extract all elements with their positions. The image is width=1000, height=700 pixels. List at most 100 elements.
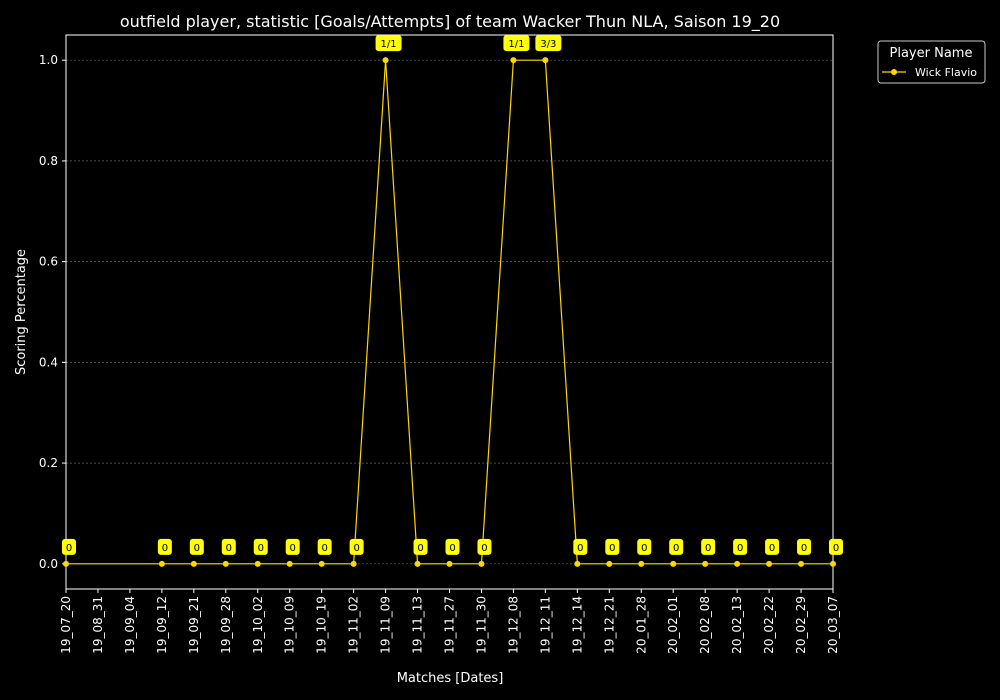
series-layer <box>63 57 836 567</box>
data-label-box <box>349 538 364 555</box>
data-point <box>254 560 261 567</box>
x-tick-label: 19_11_02 <box>347 596 361 654</box>
y-axis: 0.0 0.2 0.4 0.6 0.8 1.0 <box>39 53 66 571</box>
data-point <box>222 560 229 567</box>
data-point <box>446 560 453 567</box>
data-label-text: 0 <box>737 543 743 554</box>
data-label-box <box>535 35 562 52</box>
legend: Player Name Wick Flavio <box>877 40 986 84</box>
data-label: 0 <box>413 538 428 555</box>
y-tick-label: 0.0 <box>39 557 58 571</box>
data-point <box>766 560 773 567</box>
x-tick-label: 19_11_30 <box>474 596 488 654</box>
data-label-text: 0 <box>417 543 423 554</box>
data-point <box>542 57 549 64</box>
x-tick-label: 20_02_08 <box>698 596 712 654</box>
data-label-box <box>62 538 76 555</box>
data-label-box <box>765 538 780 555</box>
data-point <box>382 57 389 64</box>
data-label: 1/1 <box>375 35 402 52</box>
x-tick-label: 20_02_13 <box>730 596 744 654</box>
data-label: 0 <box>765 538 780 555</box>
x-tick-label: 19_09_28 <box>219 596 233 654</box>
data-label-box <box>221 538 236 555</box>
x-tick-label: 19_10_09 <box>283 596 297 654</box>
data-label-text: 0 <box>481 543 487 554</box>
data-label: 1/1 <box>503 35 530 52</box>
x-tick-label: 20_03_07 <box>826 596 840 654</box>
data-label-text: 0 <box>194 543 200 554</box>
data-label-text: 0 <box>162 543 168 554</box>
data-label-box <box>157 538 172 555</box>
x-tick-label: 19_11_09 <box>379 596 393 654</box>
data-label: 0 <box>253 538 268 555</box>
x-tick-label: 19_12_21 <box>602 596 616 654</box>
x-tick-label: 19_09_04 <box>123 596 137 654</box>
data-label: 0 <box>477 538 492 555</box>
data-label-box <box>189 538 204 555</box>
data-label-box <box>445 538 460 555</box>
x-tick-label: 20_01_28 <box>634 596 648 654</box>
data-label: 0 <box>733 538 748 555</box>
x-tick-label: 20_02_22 <box>762 596 776 654</box>
legend-title: Player Name <box>890 46 973 61</box>
data-label: 0 <box>317 538 332 555</box>
data-label-box <box>503 35 530 52</box>
data-label-text: 0 <box>321 543 327 554</box>
x-tick-label: 19_12_14 <box>570 596 584 654</box>
data-label-box <box>285 538 300 555</box>
data-point <box>734 560 741 567</box>
data-label-text: 0 <box>801 543 807 554</box>
data-label-text: 0 <box>673 543 679 554</box>
data-label-text: 0 <box>66 543 72 554</box>
data-labels-layer: 0 0 0 0 0 0 0 0 1/1 0 0 0 1/1 3/3 0 0 0 0 0 0 0 0 0 <box>62 35 843 555</box>
data-label: 0 <box>285 538 300 555</box>
data-label: 0 <box>669 538 684 555</box>
data-label-box <box>733 538 748 555</box>
y-tick-label: 0.4 <box>39 355 58 369</box>
data-label-text: 1/1 <box>508 39 524 50</box>
data-point <box>510 57 517 64</box>
data-label: 0 <box>349 538 364 555</box>
data-label-text: 0 <box>641 543 647 554</box>
data-point <box>63 560 69 567</box>
data-label-box <box>477 538 492 555</box>
y-tick-label: 0.6 <box>39 255 58 269</box>
data-label-text: 0 <box>833 543 839 554</box>
chart-title: outfield player, statistic [Goals/Attemp… <box>120 12 780 32</box>
x-tick-label: 19_09_21 <box>187 596 201 654</box>
data-point <box>190 560 197 567</box>
y-tick-label: 0.8 <box>39 154 58 168</box>
data-label-box <box>375 35 402 52</box>
data-label-text: 0 <box>769 543 775 554</box>
data-label-text: 1/1 <box>381 39 397 50</box>
data-label-text: 0 <box>226 543 232 554</box>
data-point <box>670 560 677 567</box>
data-label-box <box>605 538 620 555</box>
data-label-box <box>669 538 684 555</box>
data-label: 0 <box>605 538 620 555</box>
data-point <box>414 560 421 567</box>
data-point <box>286 560 293 567</box>
data-point <box>318 560 325 567</box>
data-point <box>574 560 581 567</box>
data-label-box <box>797 538 812 555</box>
data-label: 0 <box>445 538 460 555</box>
x-tick-label: 19_07_20 <box>59 596 73 654</box>
data-label-box <box>701 538 716 555</box>
x-tick-label: 20_02_29 <box>794 596 808 654</box>
data-point <box>606 560 613 567</box>
y-tick-label: 1.0 <box>39 53 58 67</box>
data-point <box>702 560 709 567</box>
data-label-box <box>413 538 428 555</box>
data-label-text: 0 <box>705 543 711 554</box>
data-point <box>478 560 485 567</box>
data-label: 0 <box>62 538 76 555</box>
x-axis-label: Matches [Dates] <box>397 671 504 686</box>
data-point <box>350 560 357 567</box>
data-point <box>638 560 645 567</box>
data-label-text: 0 <box>577 543 583 554</box>
data-point <box>798 560 805 567</box>
